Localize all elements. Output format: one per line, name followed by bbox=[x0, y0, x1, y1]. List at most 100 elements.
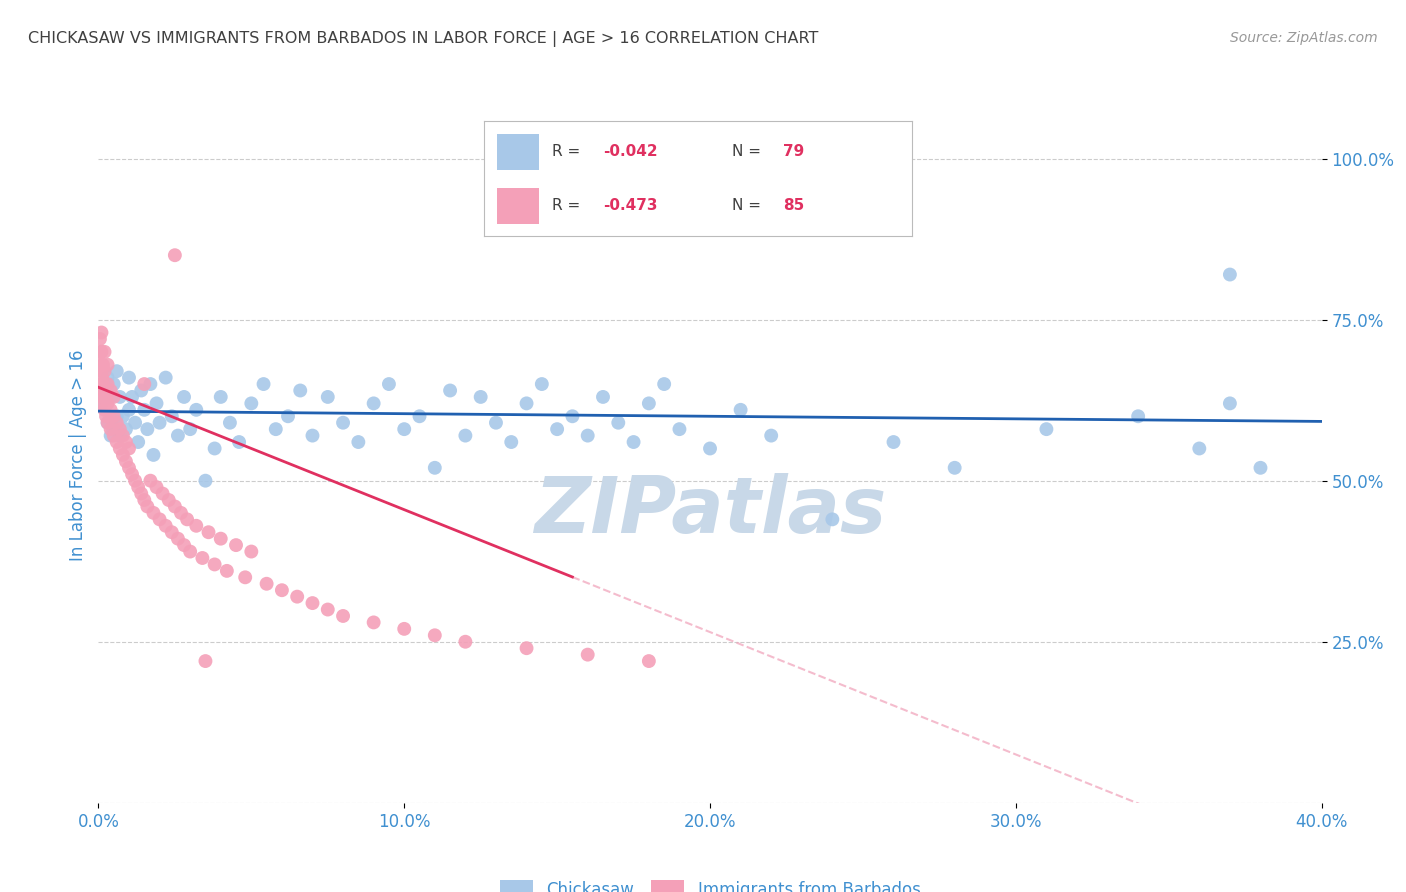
Point bbox=[163, 248, 186, 262]
Point bbox=[127, 435, 149, 450]
Point bbox=[145, 480, 167, 494]
Point bbox=[408, 409, 430, 424]
Point bbox=[215, 564, 238, 578]
Point bbox=[134, 377, 156, 392]
Point bbox=[115, 422, 138, 436]
Point bbox=[111, 409, 134, 424]
Point bbox=[139, 377, 162, 392]
Point bbox=[204, 442, 226, 456]
Point bbox=[516, 396, 538, 410]
Point bbox=[160, 525, 183, 540]
Point bbox=[1219, 268, 1241, 282]
Point bbox=[607, 416, 630, 430]
Point bbox=[167, 428, 190, 442]
Point bbox=[108, 428, 131, 442]
Point bbox=[124, 416, 146, 430]
Point bbox=[332, 609, 354, 624]
Legend: Chickasaw, Immigrants from Barbados: Chickasaw, Immigrants from Barbados bbox=[494, 874, 927, 892]
Point bbox=[90, 344, 112, 359]
Point bbox=[392, 622, 416, 636]
Point bbox=[157, 493, 180, 508]
Point bbox=[134, 493, 156, 508]
Point bbox=[90, 344, 112, 359]
Point bbox=[152, 486, 174, 500]
Point bbox=[93, 402, 115, 417]
Point bbox=[1035, 422, 1057, 436]
Point bbox=[270, 583, 292, 598]
Point bbox=[121, 467, 143, 482]
Point bbox=[530, 377, 553, 392]
Point bbox=[108, 422, 131, 436]
Point bbox=[90, 377, 112, 392]
Point bbox=[129, 486, 152, 500]
Point bbox=[378, 377, 401, 392]
Point bbox=[170, 506, 193, 520]
Point bbox=[100, 428, 122, 442]
Point bbox=[1188, 442, 1211, 456]
Point bbox=[145, 396, 167, 410]
Point bbox=[1249, 460, 1271, 475]
Point bbox=[179, 422, 201, 436]
Point bbox=[124, 474, 146, 488]
Point bbox=[105, 364, 128, 378]
Point bbox=[108, 442, 131, 456]
Point bbox=[240, 544, 263, 558]
Point bbox=[94, 409, 117, 424]
Point bbox=[233, 570, 256, 584]
Point bbox=[173, 538, 195, 552]
Point bbox=[129, 384, 152, 398]
Point bbox=[167, 532, 190, 546]
Point bbox=[97, 370, 120, 384]
Point bbox=[209, 532, 232, 546]
Point bbox=[194, 654, 217, 668]
Point bbox=[363, 615, 385, 630]
Point bbox=[332, 416, 354, 430]
Point bbox=[90, 364, 112, 378]
Point bbox=[155, 518, 177, 533]
Point bbox=[730, 402, 752, 417]
Point bbox=[134, 402, 156, 417]
Point bbox=[97, 416, 120, 430]
Point bbox=[516, 641, 538, 656]
Point bbox=[93, 384, 115, 398]
Point bbox=[470, 390, 492, 404]
Point bbox=[105, 409, 128, 424]
Point bbox=[97, 358, 120, 372]
Point bbox=[90, 384, 112, 398]
Point bbox=[197, 525, 219, 540]
Point bbox=[485, 416, 508, 430]
Point bbox=[105, 416, 128, 430]
Point bbox=[91, 390, 114, 404]
Point bbox=[100, 402, 122, 417]
Point bbox=[149, 416, 172, 430]
Point bbox=[204, 558, 226, 572]
Point bbox=[111, 448, 134, 462]
Point bbox=[363, 396, 385, 410]
Point bbox=[191, 551, 214, 566]
Point bbox=[91, 358, 114, 372]
Point bbox=[179, 544, 201, 558]
Point bbox=[89, 332, 111, 346]
Point bbox=[219, 416, 242, 430]
Point bbox=[194, 474, 217, 488]
Point bbox=[93, 344, 115, 359]
Point bbox=[264, 422, 287, 436]
Point bbox=[316, 602, 339, 616]
Point bbox=[149, 512, 172, 526]
Point bbox=[136, 422, 159, 436]
Point bbox=[97, 416, 120, 430]
Point bbox=[155, 370, 177, 384]
Point bbox=[576, 648, 599, 662]
Point bbox=[173, 390, 195, 404]
Point bbox=[316, 390, 339, 404]
Point bbox=[943, 460, 966, 475]
Text: Source: ZipAtlas.com: Source: ZipAtlas.com bbox=[1230, 31, 1378, 45]
Point bbox=[285, 590, 308, 604]
Point bbox=[103, 409, 125, 424]
Point bbox=[103, 428, 125, 442]
Point bbox=[100, 390, 122, 404]
Point bbox=[652, 377, 675, 392]
Point bbox=[142, 506, 165, 520]
Point bbox=[576, 428, 599, 442]
Point bbox=[115, 435, 138, 450]
